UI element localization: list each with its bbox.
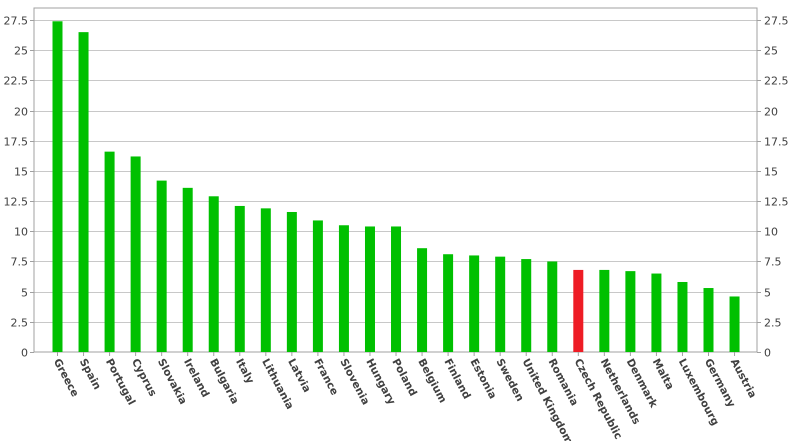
bar-cyprus — [130, 156, 141, 352]
bar-netherlands — [599, 269, 610, 352]
y-tick-label-right: 7.5 — [764, 256, 782, 269]
bar-france — [312, 220, 323, 352]
bar-malta — [651, 273, 662, 352]
y-tick-label-left: 22.5 — [4, 75, 29, 88]
x-tick-label: France — [311, 357, 340, 398]
bar-czech-republic — [573, 269, 584, 352]
y-tick-label-right: 17.5 — [764, 136, 789, 149]
bar-lithuania — [260, 208, 271, 352]
bar-estonia — [469, 255, 480, 352]
bar-romania — [547, 261, 558, 352]
y-tick-label-left: 17.5 — [4, 136, 29, 149]
y-tick-label-left: 12.5 — [4, 196, 29, 209]
bar-slovenia — [338, 225, 349, 352]
bar-poland — [391, 226, 402, 352]
bar-denmark — [625, 271, 636, 352]
bar-sweden — [495, 256, 506, 352]
x-tick-label: Latvia — [285, 357, 313, 395]
bar-united-kingdom — [521, 259, 532, 352]
y-tick-label-left: 0 — [21, 347, 28, 360]
y-tick-label-right: 15 — [764, 166, 778, 179]
y-tick-label-right: 25 — [764, 45, 778, 58]
bar-italy — [234, 205, 245, 352]
y-tick-label-left: 15 — [14, 166, 28, 179]
bar-germany — [703, 288, 714, 352]
y-tick-label-right: 27.5 — [764, 15, 789, 28]
bar-greece — [52, 21, 63, 353]
bar-austria — [729, 296, 740, 352]
x-tick-label: Greece — [51, 357, 81, 399]
y-tick-label-right: 0 — [764, 347, 771, 360]
y-tick-label-left: 10 — [14, 226, 28, 239]
y-tick-label-left: 2.5 — [11, 317, 29, 330]
y-tick-label-left: 27.5 — [4, 15, 29, 28]
bar-hungary — [364, 226, 375, 352]
x-tick-label: Italy — [233, 357, 256, 386]
bar-spain — [78, 32, 89, 352]
bar-ireland — [182, 187, 193, 352]
y-tick-label-left: 20 — [14, 106, 28, 119]
y-tick-label-right: 10 — [764, 226, 778, 239]
bar-luxembourg — [677, 281, 688, 352]
bar-portugal — [104, 151, 115, 352]
y-tick-label-left: 7.5 — [11, 256, 29, 269]
y-tick-label-left: 25 — [14, 45, 28, 58]
bar-bulgaria — [208, 196, 219, 352]
y-tick-label-right: 20 — [764, 106, 778, 119]
y-tick-label-left: 5 — [21, 287, 28, 300]
y-tick-label-right: 2.5 — [764, 317, 782, 330]
bar-finland — [443, 254, 454, 352]
gridlines — [34, 20, 757, 323]
x-tick-label: Poland — [389, 357, 419, 398]
x-tick-label: Spain — [77, 357, 103, 392]
bar-latvia — [286, 211, 297, 352]
bars — [52, 21, 740, 353]
bar-belgium — [417, 248, 428, 352]
x-tick-label: Malta — [650, 357, 676, 392]
bar-slovakia — [156, 180, 167, 352]
y-tick-label-right: 5 — [764, 287, 771, 300]
y-tick-label-right: 22.5 — [764, 75, 789, 88]
y-tick-label-right: 12.5 — [764, 196, 789, 209]
